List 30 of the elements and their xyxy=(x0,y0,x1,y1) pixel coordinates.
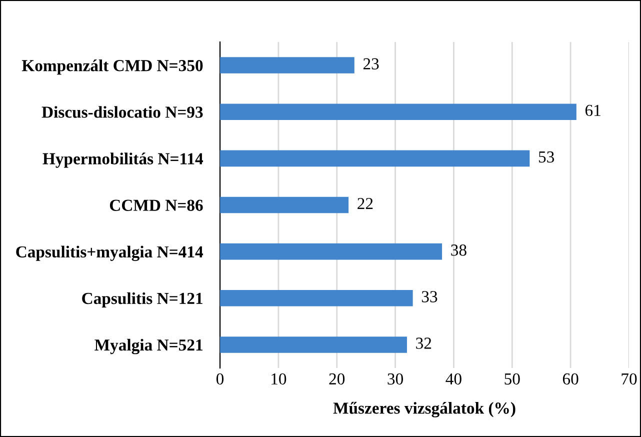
data-label: 61 xyxy=(585,104,600,116)
x-tick-label: 20 xyxy=(329,373,345,385)
x-tick-label: 60 xyxy=(562,373,578,385)
x-axis-title: Műszeres vizsgálatok (%) xyxy=(333,402,516,418)
x-tick-label: 70 xyxy=(622,373,637,385)
y-tick-label: Discus-dislocatio N=93 xyxy=(42,106,203,118)
y-tick-label: Myalgia N=521 xyxy=(94,338,202,354)
y-tick-label: Capsulitis N=121 xyxy=(82,292,202,308)
bar xyxy=(220,104,576,120)
y-tick-label: Capsulitis+myalgia N=414 xyxy=(16,246,204,262)
data-label: 33 xyxy=(422,291,438,302)
bar xyxy=(220,150,530,167)
x-tick-label: 0 xyxy=(216,373,224,385)
data-label: 32 xyxy=(416,338,432,349)
x-tick-label: 30 xyxy=(388,373,403,385)
data-label: 22 xyxy=(358,198,373,210)
data-label: 38 xyxy=(451,244,466,256)
data-label: 53 xyxy=(538,151,554,163)
x-tick-label: 10 xyxy=(272,373,286,385)
y-tick-label: Kompenzált CMD N=350 xyxy=(22,59,203,75)
bar xyxy=(220,243,442,260)
bar xyxy=(220,290,413,306)
y-tick-label: CCMD N=86 xyxy=(110,200,203,211)
bar xyxy=(220,336,407,353)
x-tick-label: 40 xyxy=(446,373,462,385)
y-tick-label: Hypermobilitás N=114 xyxy=(42,152,204,168)
bar xyxy=(220,196,349,214)
data-label: 23 xyxy=(363,58,379,70)
bar xyxy=(220,57,354,74)
x-tick-label: 50 xyxy=(504,373,520,385)
